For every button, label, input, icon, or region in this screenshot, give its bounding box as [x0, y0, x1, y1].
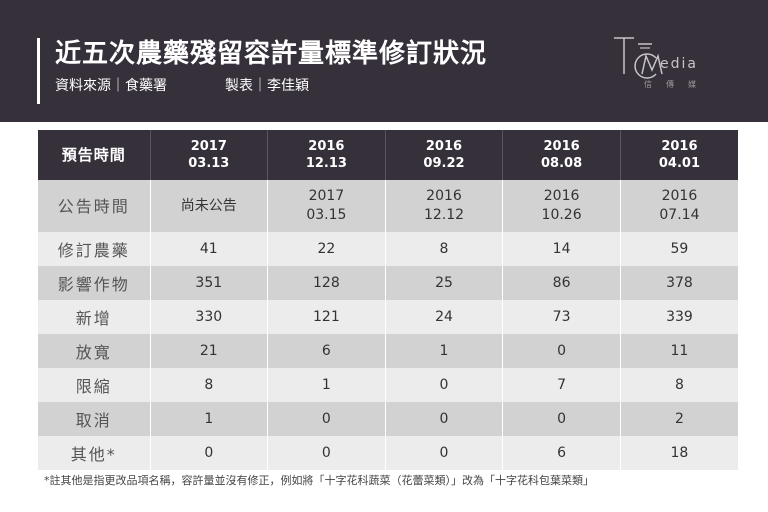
table-row: 影響作物 351 128 25 86 378: [38, 266, 738, 300]
row-label: 影響作物: [38, 266, 151, 300]
table-cell: 121: [267, 300, 386, 334]
row-label: 修訂農藥: [38, 232, 151, 266]
row-label: 限縮: [38, 368, 151, 402]
table-cell: 6: [502, 436, 621, 470]
table-cell: 73: [502, 300, 621, 334]
table-row-announce: 公告時間 尚未公告 2017 03.15 2016 12.12 2016 10.26 …: [38, 180, 738, 232]
table-cell: 0: [267, 402, 386, 436]
column-header: 2016 12.13: [267, 130, 386, 180]
table-cell: 0: [385, 368, 504, 402]
column-header-notice-time: 預告時間: [38, 130, 151, 180]
table-cell: 0: [385, 402, 504, 436]
table-header-row: 預告時間 2017 03.13 2016 12.13 2016 09.22 2016 0…: [38, 130, 738, 180]
table-cell: 25: [385, 266, 504, 300]
table-cell: 22: [267, 232, 386, 266]
row-label: 放寬: [38, 334, 151, 368]
table-cell: 1: [150, 402, 269, 436]
table-cell: 21: [150, 334, 269, 368]
table-cell: 7: [502, 368, 621, 402]
table-cell: 41: [150, 232, 269, 266]
media-logo: edia 信傳媒: [612, 36, 724, 94]
table-row: 限縮 8 1 0 7 8: [38, 368, 738, 402]
column-header: 2016 08.08: [502, 130, 621, 180]
table-cell: 24: [385, 300, 504, 334]
table-cell: 尚未公告: [150, 180, 269, 232]
source-credit: 資料來源｜食藥署: [55, 78, 167, 94]
table-row: 修訂農藥 41 22 8 14 59: [38, 232, 738, 266]
table-row: 其他* 0 0 0 6 18: [38, 436, 738, 470]
page-title: 近五次農藥殘留容許量標準修訂狀況: [55, 39, 488, 69]
table-cell: 378: [620, 266, 738, 300]
row-label: 公告時間: [38, 180, 151, 232]
table-cell: 0: [385, 436, 504, 470]
table-cell: 6: [267, 334, 386, 368]
row-label: 取消: [38, 402, 151, 436]
table-cell: 1: [385, 334, 504, 368]
table-cell: 2016 10.26: [502, 180, 621, 232]
table-row: 新增 330 121 24 73 339: [38, 300, 738, 334]
table-cell: 2016 07.14: [620, 180, 738, 232]
table-cell: 59: [620, 232, 738, 266]
row-label: 其他*: [38, 436, 151, 470]
table-cell: 86: [502, 266, 621, 300]
table-cell: 2016 12.12: [385, 180, 504, 232]
logo-subtext: 信傳媒: [644, 80, 710, 89]
header-accent-bar: [37, 38, 40, 104]
table-cell: 0: [150, 436, 269, 470]
table-row: 放寬 21 6 1 0 11: [38, 334, 738, 368]
column-header: 2017 03.13: [150, 130, 269, 180]
pesticide-table: 預告時間 2017 03.13 2016 12.13 2016 09.22 2016 0…: [38, 130, 738, 470]
column-header: 2016 09.22: [385, 130, 504, 180]
table-cell: 330: [150, 300, 269, 334]
table-cell: 351: [150, 266, 269, 300]
table-cell: 8: [620, 368, 738, 402]
table-cell: 8: [150, 368, 269, 402]
maker-credit: 製表｜李佳穎: [225, 78, 309, 94]
table-row: 取消 1 0 0 0 2: [38, 402, 738, 436]
table-cell: 339: [620, 300, 738, 334]
table-cell: 2: [620, 402, 738, 436]
table-cell: 128: [267, 266, 386, 300]
footnote: *註其他是指更改品項名稱，容許量並沒有修正，例如將「十字花科蔬菜（花蕾菜類）」改…: [44, 474, 594, 487]
table-cell: 0: [267, 436, 386, 470]
table-cell: 11: [620, 334, 738, 368]
column-header: 2016 04.01: [620, 130, 738, 180]
header-banner: 近五次農藥殘留容許量標準修訂狀況 資料來源｜食藥署 製表｜李佳穎 edia 信傳媒: [0, 0, 768, 122]
logo-wordmark: edia: [660, 56, 698, 72]
table-cell: 0: [502, 402, 621, 436]
table-cell: 14: [502, 232, 621, 266]
header-subtitle: 資料來源｜食藥署 製表｜李佳穎: [55, 75, 309, 95]
table-cell: 0: [502, 334, 621, 368]
table-cell: 18: [620, 436, 738, 470]
media-logo-mark-icon: [614, 37, 663, 79]
table-cell: 8: [385, 232, 504, 266]
row-label: 新增: [38, 300, 151, 334]
table-cell: 2017 03.15: [267, 180, 386, 232]
table-cell: 1: [267, 368, 386, 402]
